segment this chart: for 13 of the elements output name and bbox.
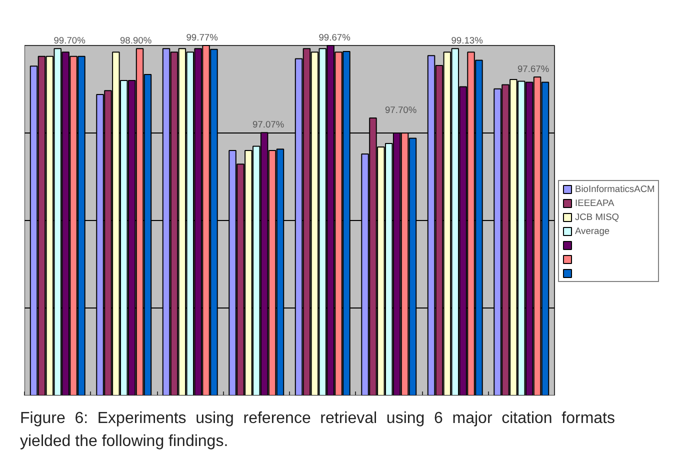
annotation: 98.90% [120,36,152,46]
text: 99.77% [186,32,218,42]
legend-label: JCB MISQ [575,212,620,222]
caption: Figure 6: Experiments using reference retrieval using 6 major citation formats yielded the following findings. [19,409,615,452]
annotation: 97.07% [252,120,284,130]
legend-label: Average [575,226,610,236]
legend-label: IEEEAPA [575,198,614,208]
legend-label: BioInformaticsACM [575,184,655,194]
text: 99.67% [318,32,350,42]
annotation: 99.13% [451,36,483,46]
annotation: 97.70% [384,104,417,115]
annotation: 99.70% [54,36,86,46]
annotation: 97.67% [517,64,550,74]
